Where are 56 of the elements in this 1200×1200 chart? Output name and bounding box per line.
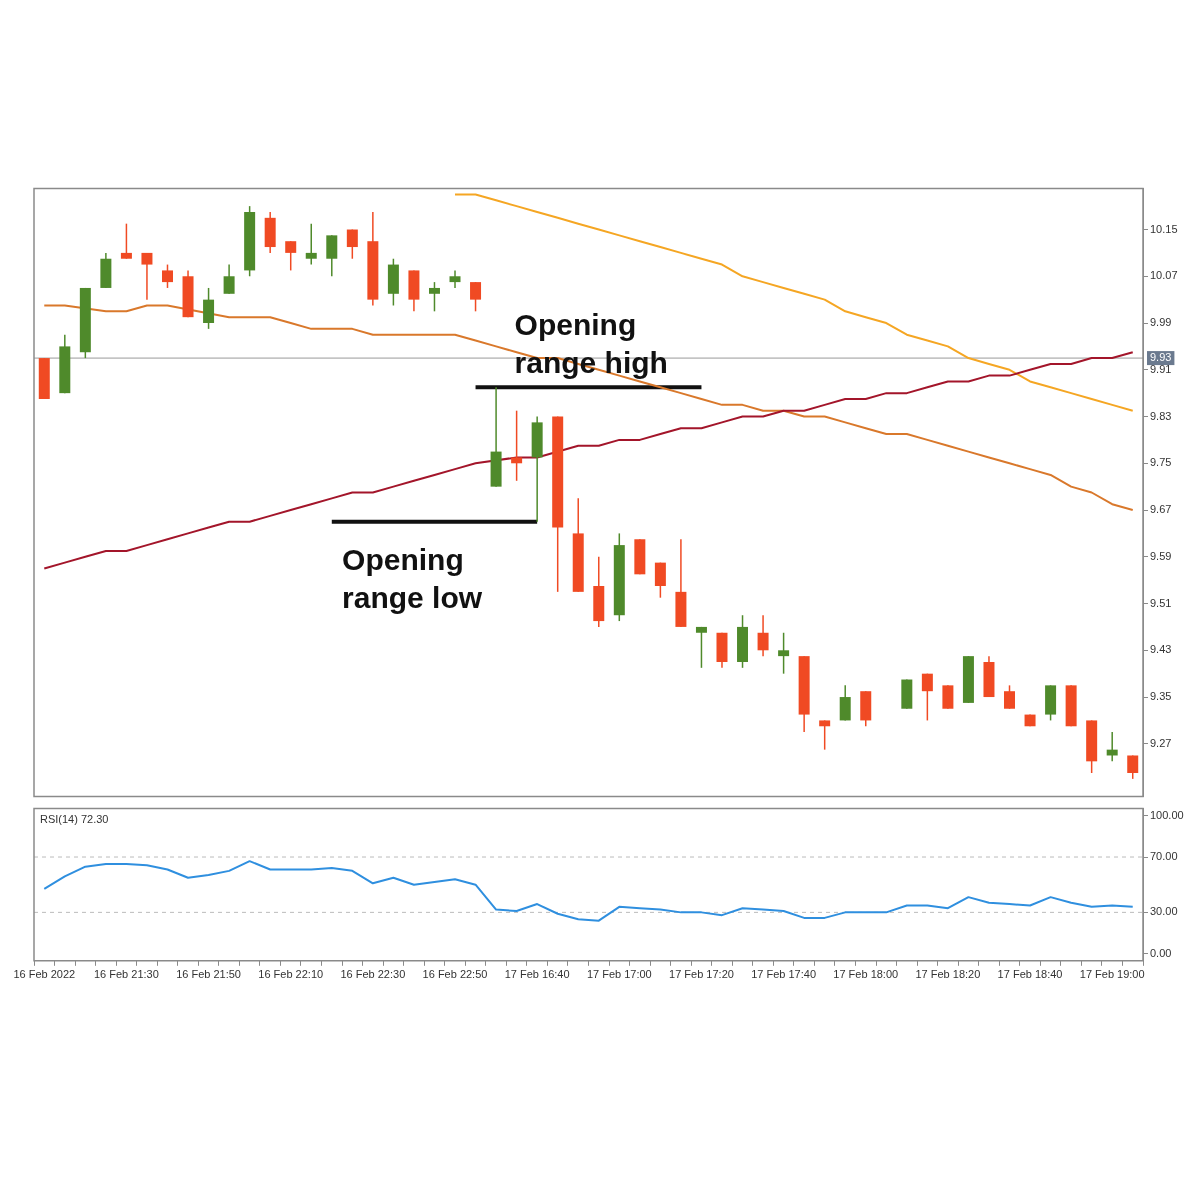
annotation: Opening range low [342, 542, 483, 614]
x-tick-label: 17 Feb 18:00 [833, 968, 899, 981]
candlestick [819, 719, 831, 751]
ref-line-label: 9.93 [1150, 351, 1172, 364]
y-tick-label: 9.91 [1150, 362, 1172, 375]
x-tick-label: 17 Feb 19:00 [1079, 968, 1145, 981]
y-tick-label: 9.27 [1150, 736, 1172, 749]
chart-title: RSI(14) 72.30 [40, 813, 109, 826]
y-tick-label: 9.59 [1150, 549, 1172, 562]
candlestick [1127, 754, 1139, 780]
candlestick [778, 632, 790, 675]
candlestick [470, 281, 482, 313]
x-tick-label: 17 Feb 16:40 [504, 968, 570, 981]
x-tick-label: 17 Feb 18:20 [915, 968, 981, 981]
candlestick [942, 684, 954, 710]
x-tick-label: 16 Feb 22:30 [340, 968, 406, 981]
candlestick [346, 228, 358, 260]
y-tick-label: 30.00 [1150, 905, 1178, 918]
candlestick [428, 281, 440, 313]
x-tick-label: 16 Feb 21:30 [93, 968, 159, 981]
y-tick-label: 100.00 [1150, 808, 1184, 821]
y-tick-label: 9.51 [1150, 596, 1172, 609]
candlestick [654, 561, 666, 599]
candlestick [511, 409, 523, 482]
x-tick-label: 17 Feb 17:00 [586, 968, 652, 981]
candlestick [695, 626, 707, 669]
y-tick-label: 9.67 [1150, 503, 1172, 516]
y-tick-label: 10.07 [1150, 269, 1178, 282]
candlestick [203, 287, 215, 330]
candlestick [223, 263, 235, 295]
candlestick [141, 252, 153, 301]
y-tick-label: 9.75 [1150, 456, 1172, 469]
candlestick [326, 234, 338, 278]
y-tick-label: 0.00 [1150, 946, 1172, 959]
candlestick [449, 269, 461, 289]
x-tick-label: 16 Feb 2022 [13, 968, 76, 981]
x-tick-label: 17 Feb 17:40 [751, 968, 817, 981]
y-tick-label: 9.35 [1150, 690, 1172, 703]
x-tick-label: 16 Feb 22:50 [422, 968, 488, 981]
y-tick-label: 9.99 [1150, 316, 1172, 329]
x-tick-label: 16 Feb 21:50 [176, 968, 241, 981]
candlestick [161, 263, 173, 289]
y-tick-label: 9.43 [1150, 643, 1172, 656]
candlestick [757, 614, 769, 657]
candlestick [921, 672, 933, 722]
candlestick [305, 222, 317, 266]
x-tick-label: 17 Feb 18:40 [997, 968, 1063, 981]
x-tick-label: 17 Feb 17:20 [669, 968, 734, 981]
candlestick [120, 222, 132, 260]
candlestick [839, 684, 851, 722]
candlestick [1004, 684, 1016, 710]
candlestick [285, 240, 297, 272]
x-tick-label: 16 Feb 22:10 [258, 968, 324, 981]
y-tick-label: 9.83 [1150, 409, 1172, 422]
y-tick-label: 10.15 [1150, 222, 1178, 235]
y-tick-label: 70.00 [1150, 850, 1178, 863]
